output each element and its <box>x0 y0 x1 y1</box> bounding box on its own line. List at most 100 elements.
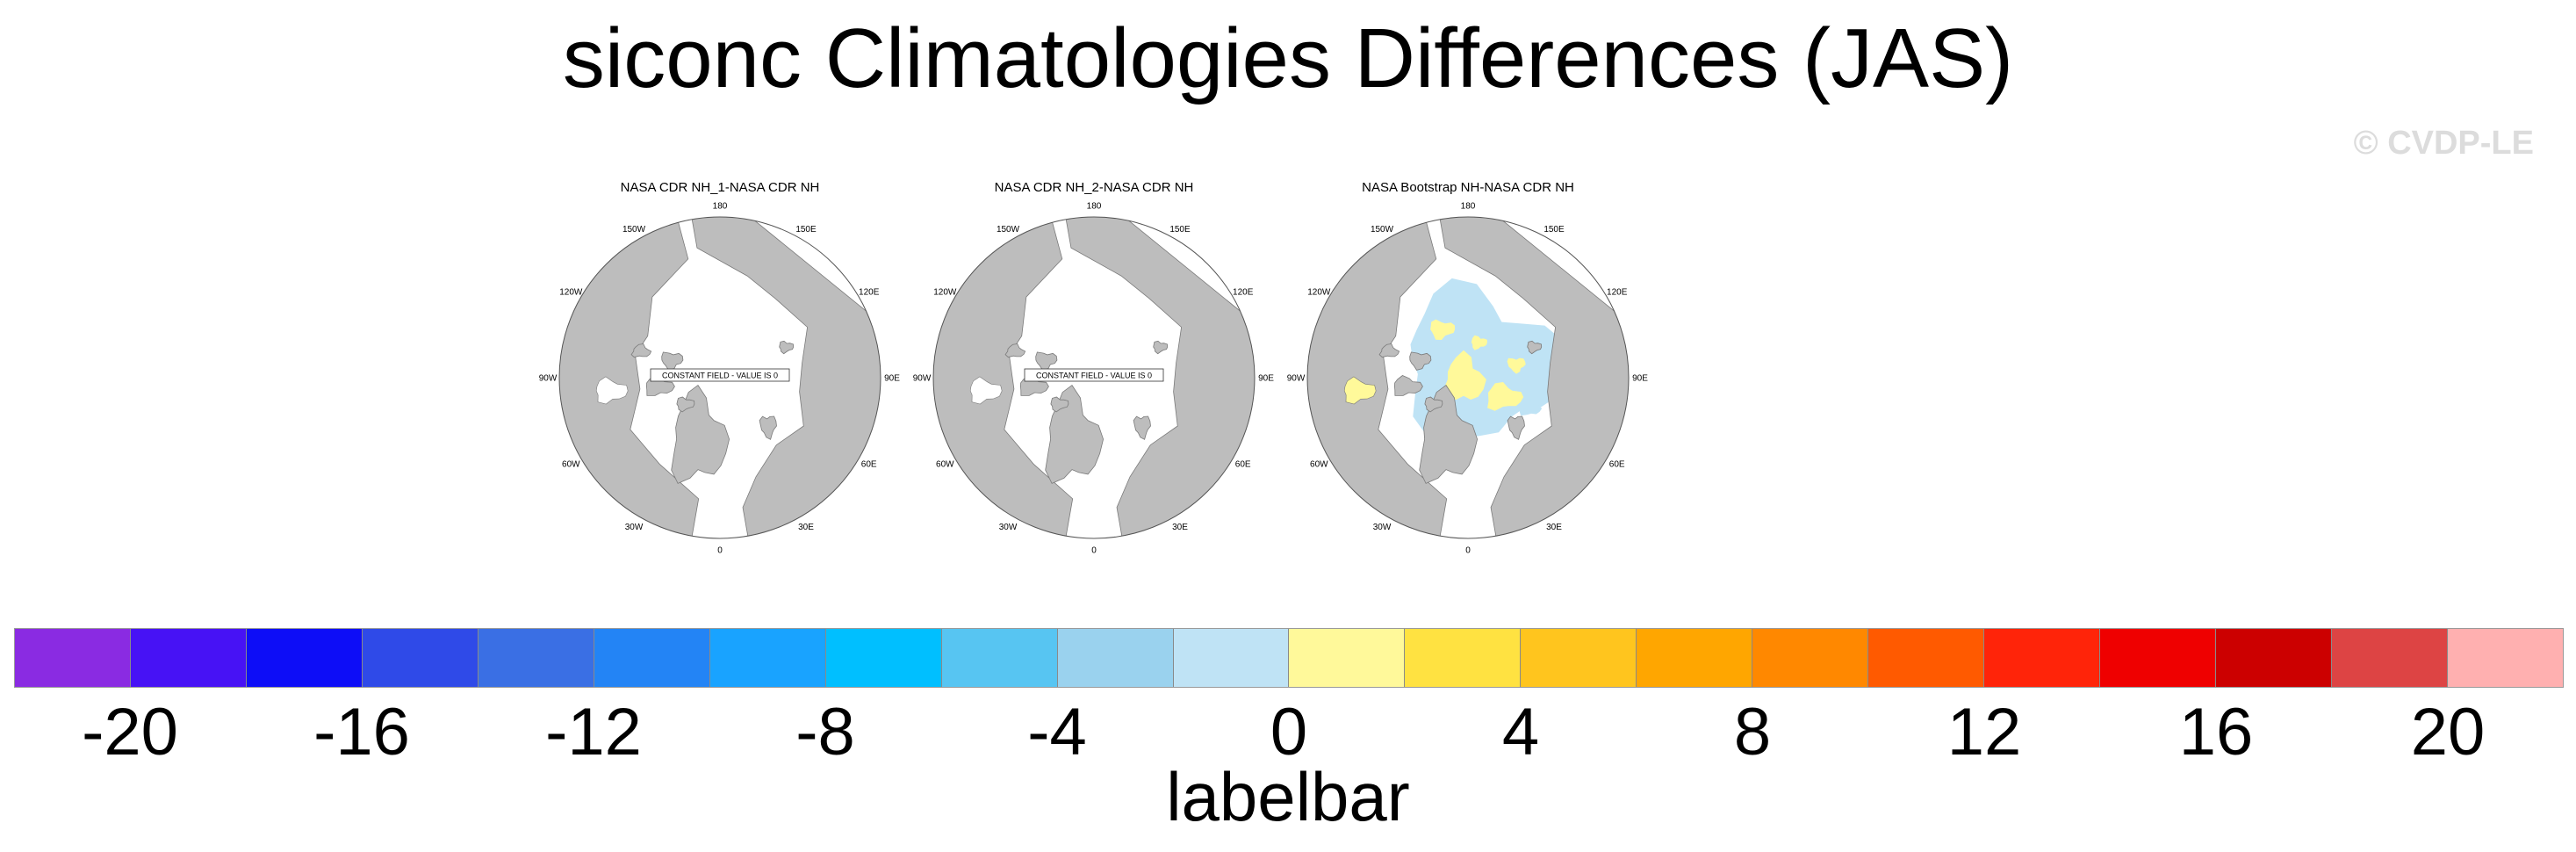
hudson-bay <box>1343 376 1377 405</box>
labelbar-color-box <box>1868 629 1985 687</box>
longitude-label: 90W <box>539 374 558 384</box>
longitude-label: 120E <box>1607 288 1628 298</box>
labelbar-title: labelbar <box>1166 758 1410 835</box>
longitude-label: 30E <box>1546 523 1562 532</box>
anomaly-blue-region <box>1519 400 1543 416</box>
longitude-label: 60W <box>562 460 580 470</box>
labelbar-color-box <box>941 629 1058 687</box>
longitude-label: 30W <box>625 523 644 532</box>
longitude-label: 150E <box>795 225 817 235</box>
hudson-bay <box>969 376 1003 405</box>
land-island <box>1133 415 1151 440</box>
longitude-label: 90W <box>1287 374 1306 384</box>
labelbar-color-box <box>825 629 942 687</box>
longitude-label: 90E <box>1258 374 1274 384</box>
land-island <box>1527 340 1543 355</box>
land-greenland <box>1045 385 1105 484</box>
longitude-label: 150W <box>997 225 1020 235</box>
longitude-label: 30E <box>798 523 814 532</box>
land-island <box>661 351 684 371</box>
panel-title: NASA Bootstrap NH-NASA CDR NH <box>1362 180 1574 195</box>
labelbar-tick-label: 8 <box>1733 695 1772 769</box>
land-island <box>1424 396 1443 413</box>
longitude-label: 60W <box>1310 460 1328 470</box>
anomaly-yellow-region <box>1430 319 1456 340</box>
labelbar-tick-label: 20 <box>2410 695 2486 769</box>
labelbar-tick-label: -16 <box>313 695 410 769</box>
longitude-label: 30E <box>1172 523 1188 532</box>
labelbar-tick-label: -4 <box>1027 695 1087 769</box>
land-island <box>1153 340 1169 355</box>
watermark: © CVDP-LE <box>2353 125 2534 162</box>
labelbar-color-box <box>2216 629 2333 687</box>
labelbar-tick-label: 12 <box>1946 695 2022 769</box>
longitude-label: 180 <box>713 202 728 212</box>
land-eurasia <box>681 217 881 538</box>
labelbar-color-box <box>1637 629 1753 687</box>
labelbar-tick-label: -8 <box>795 695 855 769</box>
land-island <box>759 415 777 440</box>
longitude-label: 0 <box>1465 546 1471 556</box>
longitude-label: 90E <box>884 374 900 384</box>
land-greenland <box>671 385 730 484</box>
longitude-label: 120E <box>859 288 880 298</box>
land-island <box>630 343 652 358</box>
map-border <box>1306 216 1630 539</box>
longitude-label: 150E <box>1543 225 1565 235</box>
labelbar-color-box <box>2448 629 2563 687</box>
land-island <box>676 396 695 413</box>
constant-field-note: CONSTANT FIELD - VALUE IS 0 <box>1036 372 1152 380</box>
labelbar-color-box <box>1289 629 1406 687</box>
polar-map: 180 150E 120E 90E 60E 30E 0 30W 60W 90W 120W 150W CO… <box>539 202 901 556</box>
figure-title: siconc Climatologies Differences (JAS) <box>562 11 2014 105</box>
longitude-label: 120W <box>559 288 583 298</box>
hudson-bay <box>595 376 629 405</box>
land-greenland <box>1419 385 1479 484</box>
panel-title: NASA CDR NH_1-NASA CDR NH <box>620 180 820 195</box>
longitude-label: 90E <box>1632 374 1648 384</box>
longitude-label: 150W <box>1371 225 1394 235</box>
longitude-label: 30W <box>999 523 1018 532</box>
labelbar-color-box <box>1057 629 1174 687</box>
longitude-label: 0 <box>1091 546 1097 556</box>
labelbar-tick-label: 4 <box>1501 695 1540 769</box>
longitude-label: 120W <box>933 288 957 298</box>
land-island <box>1393 375 1423 396</box>
land-island <box>1507 415 1525 440</box>
longitude-label: 60E <box>1609 460 1625 470</box>
longitude-label: 150W <box>622 225 646 235</box>
land-island <box>1378 343 1400 358</box>
labelbar-tick-label: -12 <box>545 695 642 769</box>
panel-2: NASA CDR NH_2-NASA CDR NH 180 150E 120E 90E… <box>913 180 1275 558</box>
labelbar-color-box <box>1173 629 1290 687</box>
map-border <box>932 216 1256 539</box>
labelbar-tick-label: -20 <box>82 695 178 769</box>
longitude-label: 120W <box>1307 288 1331 298</box>
land-island <box>1409 351 1432 371</box>
polar-map: 180 150E 120E 90E 60E 30E 0 30W 60W 90W 120W 150W CO… <box>913 202 1275 556</box>
longitude-label: 60W <box>936 460 954 470</box>
labelbar-color-box <box>478 629 594 687</box>
land-island <box>1035 351 1058 371</box>
land-eurasia <box>1429 217 1629 538</box>
labelbar-color-box <box>1752 629 1869 687</box>
longitude-label: 60E <box>1235 460 1251 470</box>
labelbar-tick-label: 0 <box>1270 695 1308 769</box>
labelbar-color-box <box>709 629 826 687</box>
constant-field-box <box>650 368 790 382</box>
longitude-label: 150E <box>1169 225 1191 235</box>
panel-1: NASA CDR NH_1-NASA CDR NH 180 150E 120E 90E… <box>539 180 901 558</box>
anomaly-yellow-region <box>1487 382 1524 411</box>
anomaly-yellow-region <box>1507 357 1526 374</box>
land-island <box>1050 396 1069 413</box>
constant-field-note: CONSTANT FIELD - VALUE IS 0 <box>662 372 778 380</box>
longitude-label: 0 <box>717 546 723 556</box>
labelbar-color-box <box>15 629 131 687</box>
labelbar-tick-label: 16 <box>2178 695 2254 769</box>
labelbar-color-box <box>362 629 479 687</box>
map-border <box>558 216 881 539</box>
labelbar-color-box <box>2100 629 2217 687</box>
labelbar-color-box <box>1984 629 2101 687</box>
longitude-label: 90W <box>913 374 932 384</box>
polar-map: 180 150E 120E 90E 60E 30E 0 30W 60W 90W 120W 150W <box>1287 202 1649 556</box>
